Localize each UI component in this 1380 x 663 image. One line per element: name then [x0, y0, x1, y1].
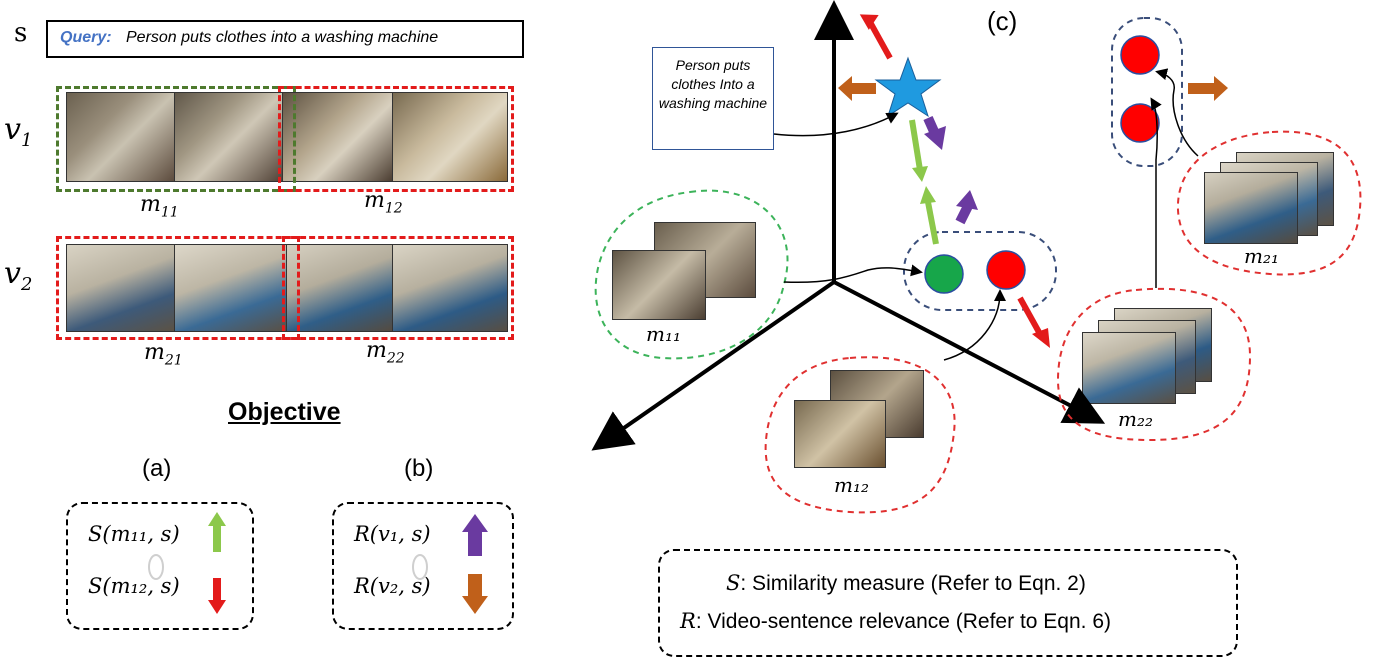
- cluster-m21-thumb: [1204, 172, 1298, 244]
- relevance-up-arrow-icon: [462, 514, 488, 556]
- cluster-m22-outline: [1056, 287, 1252, 442]
- legend-similarity: S: Similarity measure (Refer to Eqn. 2): [726, 571, 1086, 595]
- cluster-m22-label: m₂₂: [1118, 407, 1153, 431]
- m21-to-circle-arrow: [1155, 68, 1199, 157]
- brown-right-arrow-icon: [1188, 76, 1228, 101]
- cluster-m11-label: m₁₁: [646, 322, 681, 346]
- m11-to-circle-arrow: [783, 264, 923, 284]
- video-frame: [392, 244, 508, 332]
- similarity-up-arrow-icon: [208, 512, 226, 552]
- purple-up-arrow-icon: [955, 190, 978, 225]
- cluster-m11-thumb: [612, 250, 706, 320]
- v1-group-outline: [903, 231, 1057, 311]
- video-frame: [66, 92, 176, 182]
- cluster-m21-label: m₂₁: [1244, 244, 1279, 268]
- moment-m12-label: m12: [364, 188, 403, 217]
- faint-ellipse-mark: [148, 554, 164, 580]
- video-frame: [174, 92, 284, 182]
- cluster-m12-outline: [764, 356, 956, 514]
- legend-relevance: R: Video-sentence relevance (Refer to Eq…: [680, 609, 1111, 633]
- video-frame: [282, 92, 394, 182]
- m22-to-circle-arrow: [1150, 97, 1162, 288]
- moment-m12-box: [278, 86, 514, 192]
- relevance-down-arrow-icon: [462, 574, 488, 614]
- moment-m21-box: [56, 236, 300, 340]
- m12-to-circle-arrow: [943, 289, 1006, 361]
- brown-left-arrow-icon: [838, 76, 876, 101]
- legend-box: S: Similarity measure (Refer to Eqn. 2) …: [658, 549, 1238, 657]
- cluster-m12-thumb: [794, 400, 886, 468]
- cluster-m21-outline: [1176, 130, 1362, 276]
- query-label: Query:: [60, 29, 112, 46]
- relevance-v1: R(v₁, s): [354, 522, 431, 546]
- video-v1-label: v1: [4, 112, 33, 151]
- cluster-m12-label: m₁₂: [834, 473, 869, 497]
- purple-down-arrow-icon: [923, 115, 946, 150]
- red-up-arrow-icon: [859, 14, 893, 60]
- query-box: Query: Person puts clothes into a washin…: [46, 20, 524, 58]
- objective-title: Objective: [228, 398, 341, 426]
- query-text: Person puts clothes into a washing machi…: [126, 29, 439, 46]
- green-down-arrow-icon: [909, 119, 928, 182]
- video-frame: [66, 244, 176, 332]
- embedding-m21-circle: [1120, 35, 1160, 75]
- video-frame: [286, 244, 394, 332]
- video-frame: [392, 92, 508, 182]
- embedding-m11-circle: [924, 254, 964, 294]
- red-down-arrow-icon: [1017, 296, 1050, 348]
- similarity-down-arrow-icon: [208, 578, 226, 614]
- objective-b-label: (b): [404, 455, 434, 482]
- axis-x: [591, 280, 836, 451]
- embedding-m12-circle: [986, 250, 1026, 290]
- panel-c-label: (c): [987, 6, 1018, 36]
- moment-m21-label: m21: [144, 340, 183, 369]
- moment-m11-box: [56, 86, 296, 192]
- green-up-arrow-icon: [920, 186, 939, 245]
- moment-m11-label: m11: [140, 192, 179, 221]
- moment-m22-box: [282, 236, 514, 340]
- video-v2-label: v2: [4, 256, 33, 295]
- similarity-m12: S(m₁₂, s): [88, 574, 180, 598]
- query-callout: Person puts clothes Into a washing machi…: [652, 47, 774, 150]
- embedding-m22-circle: [1120, 103, 1160, 143]
- objective-a-box: S(m₁₁, s) S(m₁₂, s): [66, 502, 254, 630]
- faint-ellipse-mark: [412, 554, 428, 580]
- v2-group-outline: [1111, 17, 1183, 167]
- sentence-s-label: s: [14, 18, 28, 48]
- callout-arrow: [773, 112, 899, 137]
- objective-a-label: (a): [142, 455, 172, 482]
- moment-m22-label: m22: [366, 338, 405, 367]
- similarity-m11: S(m₁₁, s): [88, 522, 180, 546]
- objective-b-box: R(v₁, s) R(v₂, s): [332, 502, 514, 630]
- cluster-m11-outline: [594, 189, 789, 360]
- query-star-icon: [874, 56, 942, 118]
